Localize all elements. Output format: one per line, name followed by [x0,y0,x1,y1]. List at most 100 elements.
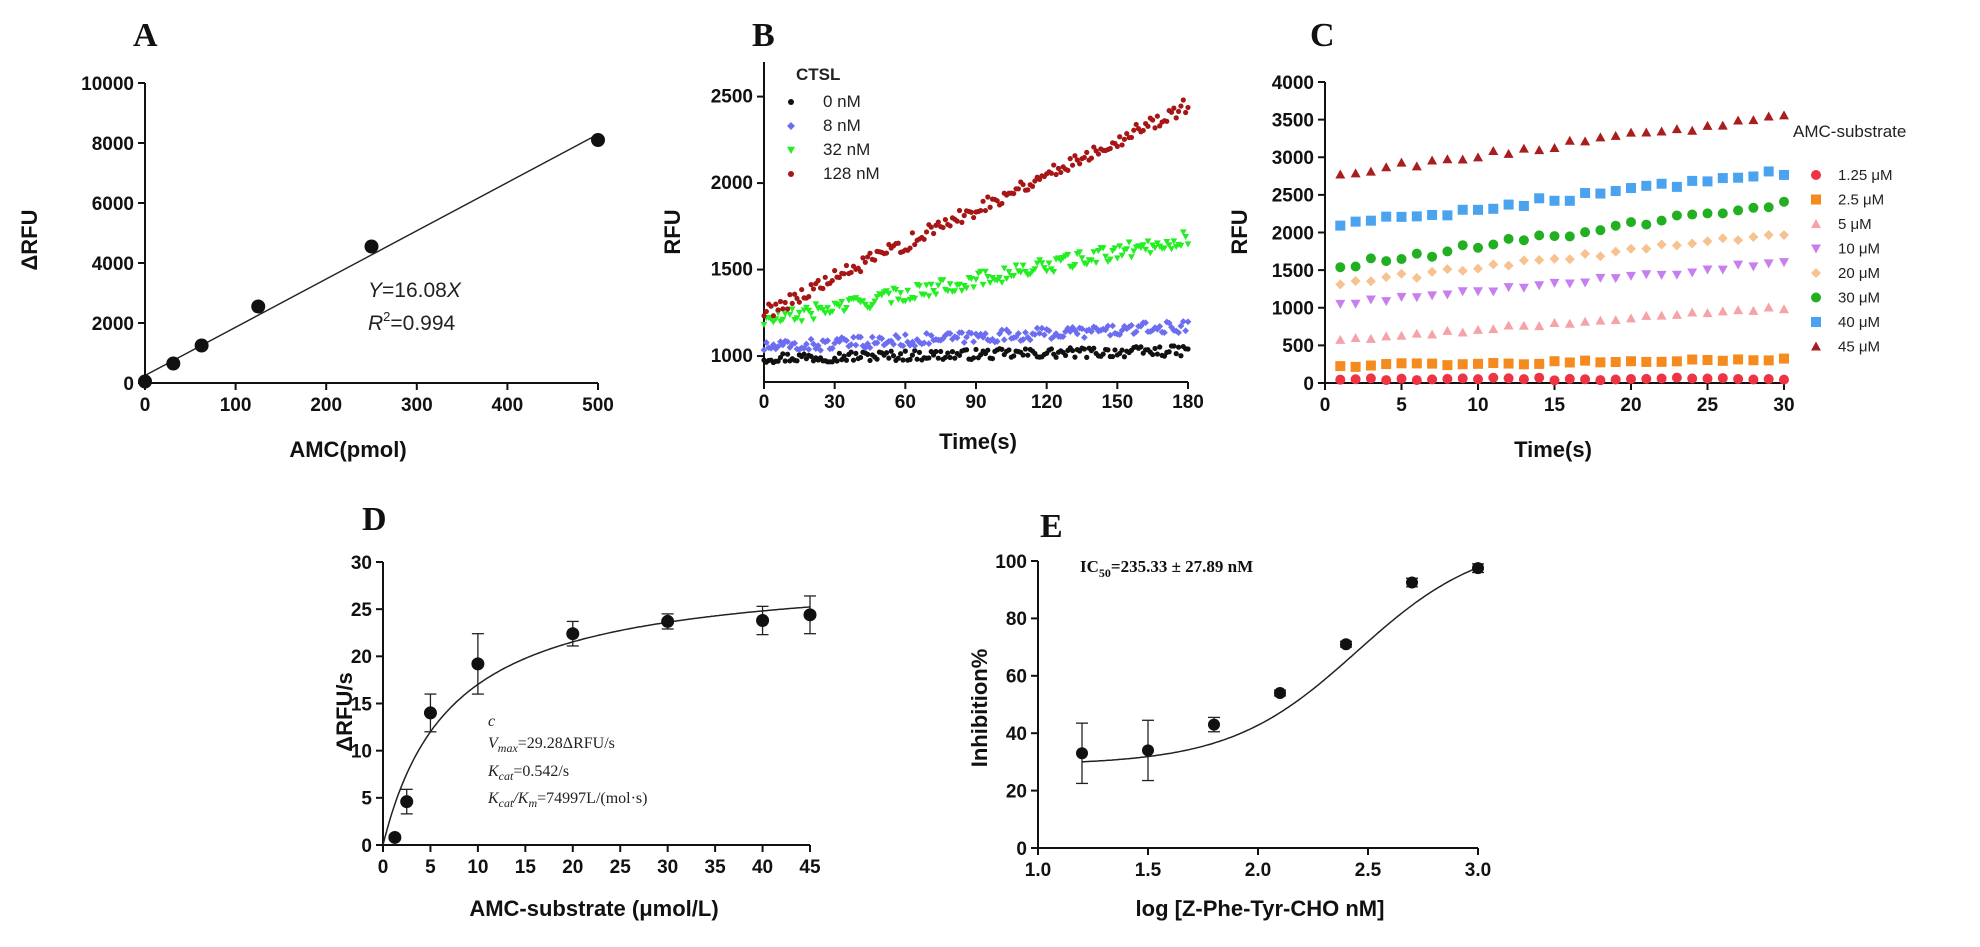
panel-c-point [1763,111,1774,121]
panel-c-point [1365,360,1376,371]
panel-c-point [1488,357,1499,368]
panel-c-point [1457,204,1468,215]
panel-d-y-tick-label: 10 [351,742,372,763]
panel-c-point [1365,215,1376,226]
panel-b-point [1011,353,1017,359]
eq-prefix: Y [368,279,384,302]
panel-c-point [1733,260,1744,270]
panel-c-point [1457,265,1468,276]
panel-b-point [1171,105,1177,111]
panel-b-point [1165,242,1173,249]
panel-c-point [1702,120,1713,130]
panel-b-point [798,318,806,325]
panel-a-point [194,338,209,353]
panel-b-point [1029,183,1036,189]
panel-b-point [1100,351,1106,357]
panel-b-legend-marker [787,146,795,154]
panel-b-point [841,271,847,277]
panel-b-point [1106,331,1114,339]
panel-b-y-tick-label: 1500 [711,260,753,281]
panel-b-point [1040,331,1048,339]
panel-c-point [1763,355,1774,366]
panel-c-point [1381,272,1392,283]
panel-b-point [819,306,827,314]
panel-b-point [1107,145,1113,152]
panel-c-xlabel: Time(s) [1514,437,1592,462]
panel-c-point [1610,130,1621,140]
panel-d-y-tick-label: 5 [361,789,372,810]
panel-b-point [836,274,842,281]
panel-b-point [1090,323,1098,331]
panel-d-y-tick-label: 15 [351,694,373,715]
panel-b-point [828,308,836,315]
panel-b-point [1118,252,1126,259]
panel-b-point [1116,331,1124,339]
panel-b-point [1000,265,1008,272]
panel-c-point [1335,299,1346,309]
panel-b-point [806,294,812,300]
panel-b-point [860,255,866,261]
anno-body: =29.28ΔRFU/s [518,735,615,752]
panel-b-point [805,346,813,353]
panel-c-point [1702,355,1713,366]
panel-c-point [1702,373,1713,384]
panel-c-legend-marker [1811,194,1821,205]
panel-b-point [1084,354,1090,360]
panel-c-point [1595,225,1606,236]
panel-b-point [1128,134,1135,141]
panel-b-point [1110,353,1116,360]
panel-b-point [982,268,989,275]
panel-c-y-tick-label: 1500 [1272,261,1314,282]
panel-c-point [1365,166,1376,176]
panel-b-point [1015,330,1022,337]
panel-b-point [1022,268,1029,276]
panel-c-point [1641,180,1652,191]
panel-b-point [1090,249,1098,256]
panel-a-r2: R2=0.994 [368,309,456,335]
panel-b-point [927,332,935,339]
panel-c-point [1733,305,1744,315]
panel-c-point [1580,136,1591,146]
r2-sup: 2 [383,309,390,324]
panel-b-x-tick-label: 120 [1031,392,1063,413]
panel-c-point [1473,287,1483,297]
panel-b-point [923,282,930,289]
panel-c-point [1381,211,1392,222]
panel-c-point [1564,279,1575,289]
panel-c-point [1626,356,1636,367]
panel-c-point [1518,283,1529,293]
panel-b-point [843,305,850,312]
panel-a-ylabel: ΔRFU [17,209,42,270]
panel-c-point [1610,374,1621,385]
panel-b-point [952,355,958,361]
panel-b-point [1038,260,1046,267]
eq-body: =16.08 [382,279,447,302]
panel-c-point [1641,356,1652,367]
panel-b-point [892,286,900,294]
panel-d-point [661,614,675,628]
panel-c-point [1656,178,1667,189]
panel-b-point [978,207,984,214]
panel-c-point [1365,295,1376,305]
panel-b-point [1154,351,1160,357]
panel-b-point [796,299,802,305]
panel-c-point [1488,146,1499,156]
panel-c-point [1396,292,1407,302]
panel-c-point [1595,357,1606,368]
ic50-sub: 50 [1099,566,1111,580]
panel-d-annotation-line: Kcat=0.542/s [487,763,569,783]
panel-b-point [985,347,991,353]
panel-c-y-tick-label: 1000 [1272,299,1314,320]
panel-b-point [780,351,786,357]
panel-c-point [1656,373,1667,384]
panel-b-series [761,343,1191,366]
panel-b-point [1088,257,1095,264]
panel-b-point [814,342,822,350]
panel-b-point [838,298,846,306]
panel-a-point [591,133,605,147]
panel-c-point [1350,361,1361,372]
panel-c-point [1595,273,1606,283]
panel-b-point [1184,241,1192,248]
panel-b-point [890,340,897,348]
panel-b-point [1130,248,1138,255]
